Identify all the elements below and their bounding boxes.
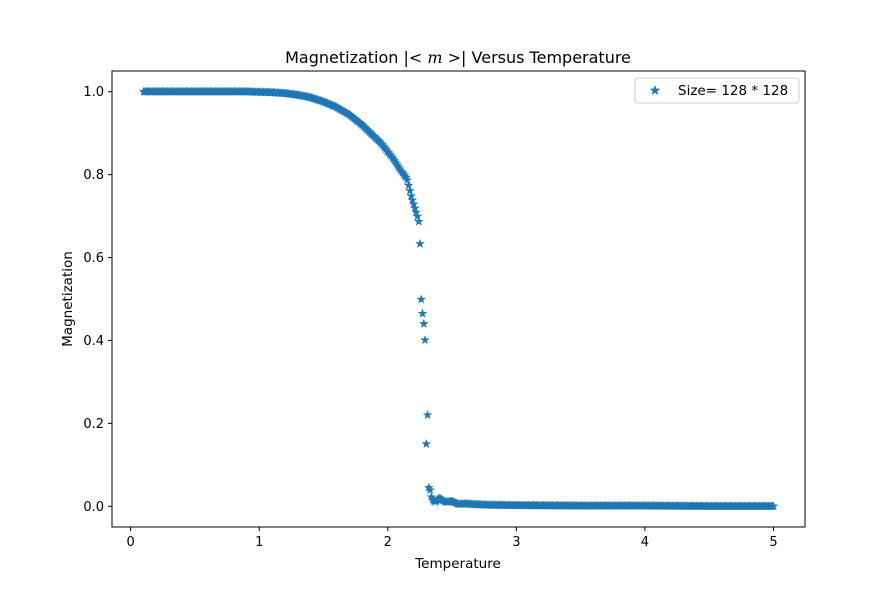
data-point — [410, 203, 420, 213]
data-point — [416, 294, 427, 304]
data-point — [404, 185, 415, 196]
data-point — [417, 308, 428, 318]
chart-title-math: < m > — [409, 48, 461, 67]
data-point — [421, 438, 432, 449]
x-tick-label: 1 — [255, 535, 263, 550]
data-point — [413, 216, 424, 226]
y-axis-label: Magnetization — [60, 251, 76, 347]
chart-title-prefix: Magnetization | — [285, 48, 409, 67]
x-tick-label: 4 — [641, 535, 649, 550]
x-tick-label: 2 — [384, 535, 392, 550]
x-tick-label: 0 — [127, 535, 135, 550]
data-point — [415, 238, 425, 249]
x-tick-label: 5 — [769, 535, 777, 550]
plot-area — [111, 70, 806, 528]
y-tick-label: 0.4 — [83, 334, 104, 349]
chart-title-suffix: | Versus Temperature — [461, 48, 631, 67]
data-point — [425, 484, 436, 495]
data-point — [406, 190, 417, 201]
x-tick-label: 3 — [512, 535, 520, 550]
data-point — [408, 199, 419, 209]
data-point — [420, 334, 430, 345]
data-point — [768, 501, 779, 511]
data-points — [138, 86, 779, 511]
y-tick-label: 0.6 — [83, 251, 104, 266]
data-point — [418, 318, 429, 329]
y-tick-label: 0.8 — [83, 168, 104, 183]
legend-star-icon — [649, 84, 661, 96]
data-point — [402, 174, 413, 185]
data-point — [412, 211, 423, 221]
plot-frame — [111, 70, 806, 528]
legend-series-label: Size= 128 * 128 — [678, 83, 788, 99]
x-axis: 0 1 2 3 4 5 — [127, 527, 778, 550]
data-point — [403, 180, 414, 190]
legend-box — [634, 77, 800, 104]
data-point — [422, 409, 433, 420]
y-axis: 0.0 0.2 0.4 0.6 0.8 1.0 — [83, 85, 112, 515]
y-tick-label: 1.0 — [83, 85, 104, 100]
y-tick-label: 0.2 — [83, 417, 104, 432]
y-tick-label: 0.0 — [83, 500, 104, 515]
legend-star-marker — [649, 84, 661, 96]
legend: Size= 128 * 128 — [634, 77, 800, 104]
data-point — [407, 195, 418, 205]
data-point — [411, 207, 422, 217]
x-axis-label: Temperature — [414, 556, 501, 572]
chart-title: Magnetization |< m >| Versus Temperature — [285, 48, 631, 67]
